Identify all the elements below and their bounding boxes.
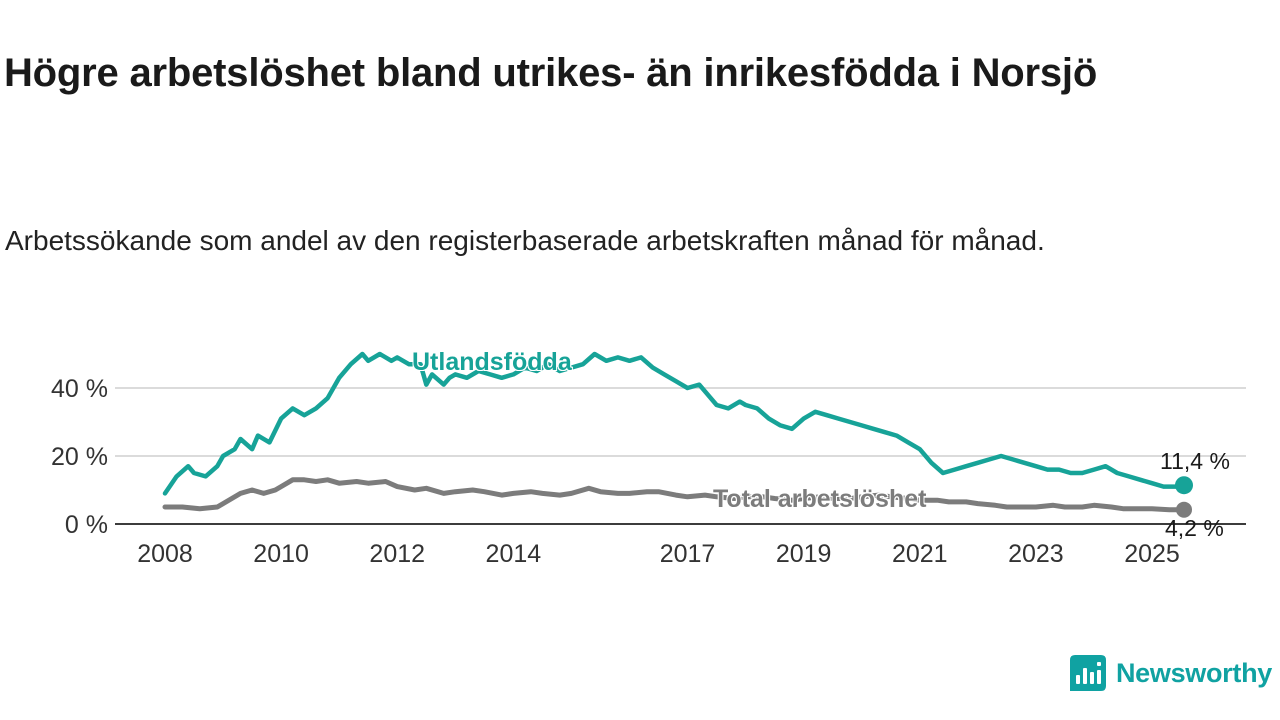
x-axis-tick-label: 2023 [1008, 540, 1064, 568]
x-axis-tick-label: 2019 [776, 540, 832, 568]
newsworthy-logo[interactable]: Newsworthy [1069, 654, 1272, 692]
x-axis-tick-label: 2025 [1124, 540, 1180, 568]
series-end-marker-total [1176, 501, 1192, 518]
x-axis-tick-label: 2021 [892, 540, 948, 568]
series-line-total [162, 477, 1187, 513]
series-label-utlandsfodda: Utlandsfödda [412, 348, 572, 376]
x-axis-tick-label: 2017 [660, 540, 716, 568]
x-axis-tick-label: 2014 [486, 540, 542, 568]
y-axis-tick-label: 40 % [51, 375, 108, 403]
series-line-utlandsfodda [162, 351, 1187, 496]
chart-subtitle: Arbetssökande som andel av den registerb… [5, 225, 1045, 256]
end-value-label-utlandsfodda: 11,4 % [1160, 448, 1230, 474]
line-chart-svg: 0 % 20 % 40 % 2008 2010 2012 2014 2017 2019 2021 2… [51, 351, 1246, 568]
x-axis-tick-label: 2008 [137, 540, 193, 568]
x-axis-tick-label: 2012 [369, 540, 425, 568]
newsworthy-wordmark: Newsworthy [1115, 657, 1272, 688]
chart-title: Högre arbetslöshet bland utrikes- än inr… [4, 50, 1098, 95]
newsworthy-bar-chart-icon [1069, 654, 1107, 692]
series-label-total-arbetsloshet: Total arbetslöshet [713, 485, 927, 513]
y-axis-tick-label: 0 % [65, 511, 108, 539]
x-axis-tick-label: 2010 [253, 540, 309, 568]
end-value-label-total: 4,2 % [1165, 515, 1224, 541]
y-axis-tick-label: 20 % [51, 443, 108, 471]
series-end-marker-utlandsfodda [1175, 476, 1193, 495]
chart-area: 0 % 20 % 40 % 2008 2010 2012 2014 2017 2019 2021 2… [0, 330, 1280, 590]
